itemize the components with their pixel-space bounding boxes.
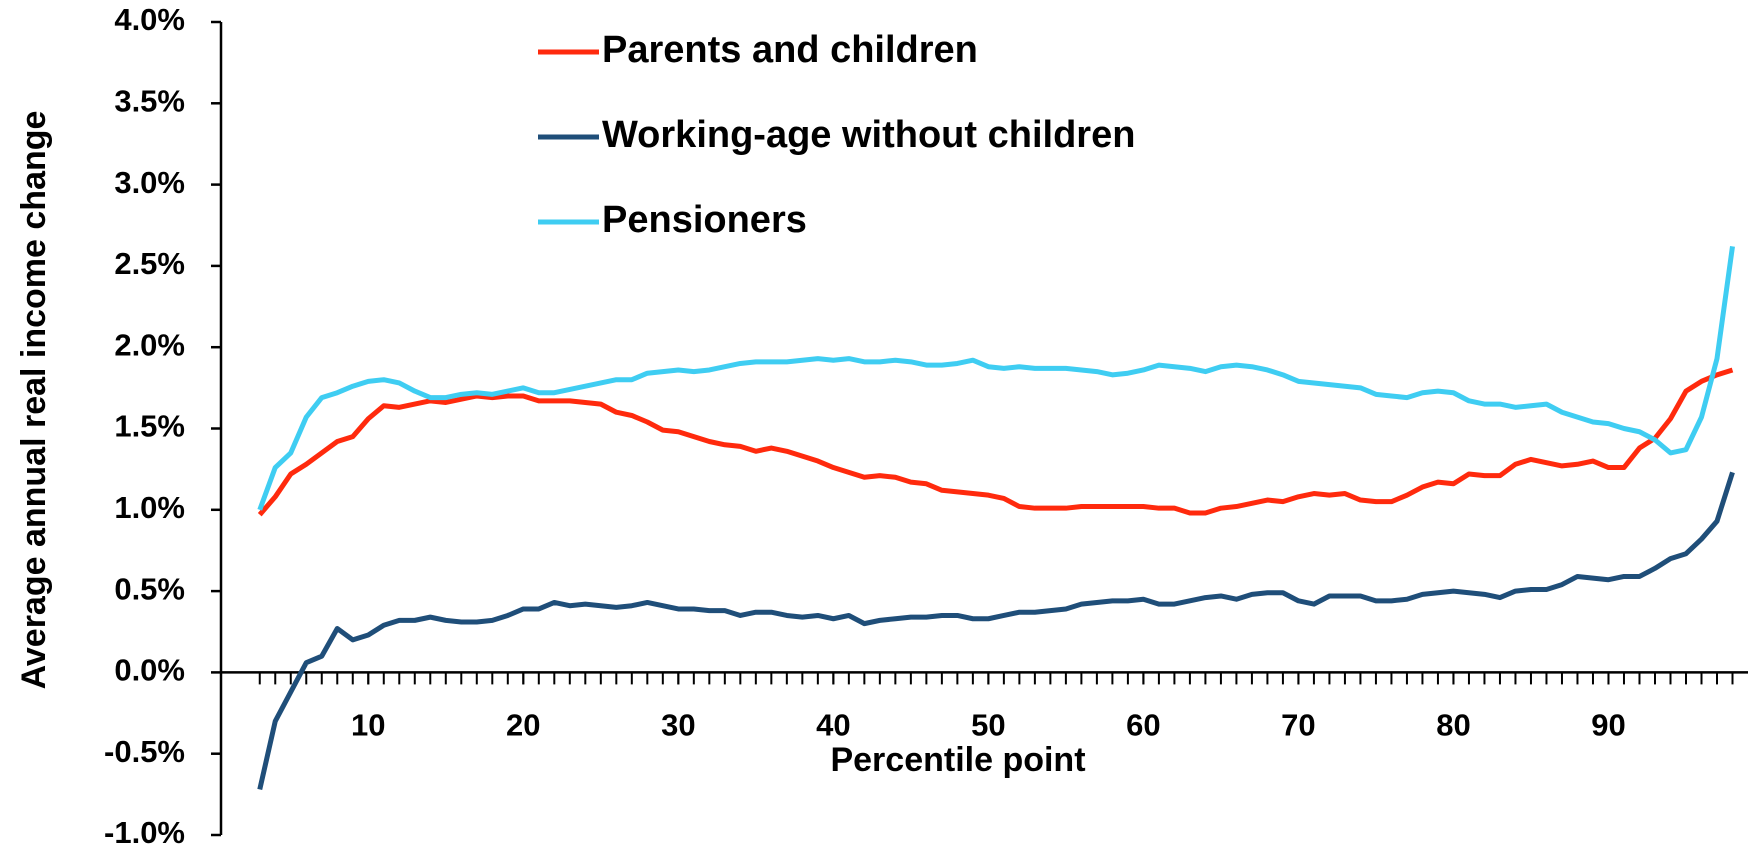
y-tick-label: -0.5%: [104, 734, 185, 769]
y-tick-label: 4.0%: [114, 2, 185, 37]
y-tick-label: 3.0%: [114, 165, 185, 200]
y-tick-label: 2.0%: [114, 327, 185, 362]
y-tick-label: 0.5%: [114, 571, 185, 606]
y-tick-label: 1.5%: [114, 409, 185, 444]
y-tick-label: 2.5%: [114, 246, 185, 281]
y-axis-title: Average annual real income change: [15, 111, 53, 690]
y-tick-label: 0.0%: [114, 653, 185, 688]
series-line: [257, 471, 1735, 791]
x-tick-label: 60: [1126, 708, 1160, 743]
x-tick-label: 20: [506, 708, 540, 743]
x-tick-label: 40: [816, 708, 850, 743]
legend-label: Pensioners: [602, 199, 807, 241]
y-tick-label: -1.0%: [104, 815, 185, 850]
legend-label: Parents and children: [602, 29, 978, 71]
x-tick-label: 70: [1281, 708, 1315, 743]
x-tick-label: 80: [1436, 708, 1470, 743]
y-tick-label: 3.5%: [114, 83, 185, 118]
x-axis-title: Percentile point: [830, 741, 1085, 779]
series-line: [257, 367, 1734, 517]
x-tick-label: 30: [661, 708, 695, 743]
x-tick-label: 90: [1591, 708, 1625, 743]
x-tick-label: 50: [971, 708, 1005, 743]
y-tick-label: 1.0%: [114, 490, 185, 525]
series-line: [257, 246, 1735, 511]
x-tick-label: 10: [351, 708, 385, 743]
legend-label: Working-age without children: [602, 114, 1135, 156]
